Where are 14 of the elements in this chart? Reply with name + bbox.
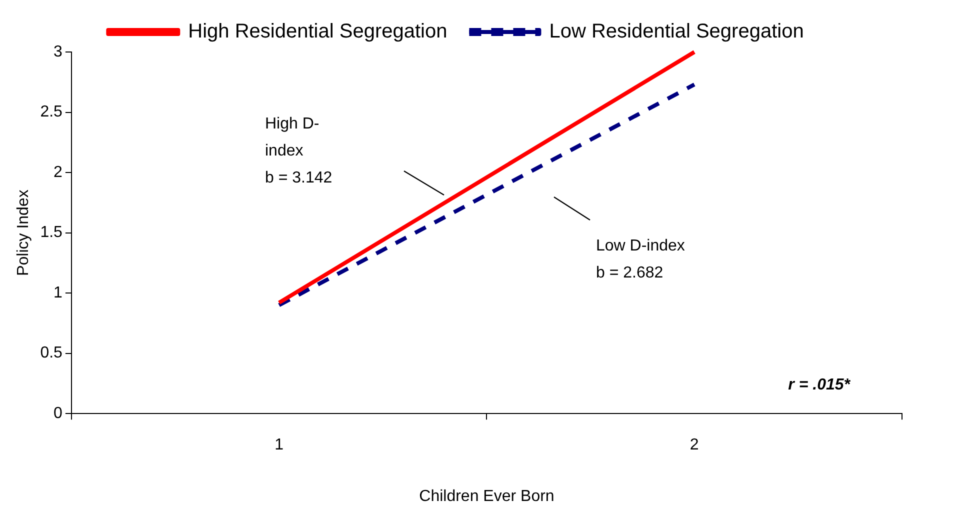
legend-label: High Residential Segregation: [188, 20, 448, 43]
y-tick-label: 0: [54, 405, 63, 422]
annotation: r = .015*: [788, 376, 851, 394]
y-tick-label: 3: [54, 43, 63, 60]
y-tick-label: 1: [54, 284, 63, 302]
annotation: High D- index b = 3.142: [265, 115, 332, 186]
y-tick-label: 0.5: [40, 344, 63, 362]
y-tick-label: 1.5: [40, 224, 63, 242]
y-tick-label: 2: [54, 164, 63, 181]
y-axis-title: Policy Index: [15, 190, 32, 276]
legend-label: Low Residential Segregation: [549, 20, 804, 43]
x-axis-title: Children Ever Born: [419, 488, 554, 505]
annotation: Low D-index b = 2.682: [596, 237, 685, 282]
y-tick-label: 2.5: [40, 104, 63, 121]
